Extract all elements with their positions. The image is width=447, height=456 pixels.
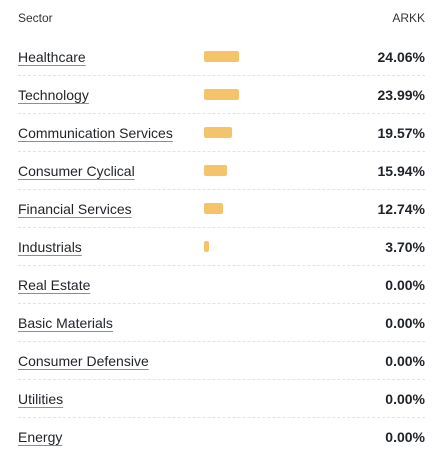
sector-weight-value: 24.06% — [377, 48, 425, 65]
sector-weight-value: 15.94% — [377, 162, 425, 179]
sector-weight-value: 0.00% — [385, 314, 425, 331]
sector-weight-value: 23.99% — [377, 86, 425, 103]
sector-rows: Healthcare 24.06% Technology 23.99% Communic… — [18, 38, 425, 456]
sector-row: Basic Materials 0.00% — [18, 304, 425, 342]
sector-link[interactable]: Basic Materials — [18, 314, 113, 331]
sector-row: Industrials 3.70% — [18, 228, 425, 266]
sector-link[interactable]: Consumer Defensive — [18, 352, 149, 369]
weight-bar-track — [204, 202, 324, 216]
sector-weight-value: 12.74% — [377, 200, 425, 217]
sector-link[interactable]: Financial Services — [18, 200, 132, 217]
sector-row: Consumer Cyclical 15.94% — [18, 152, 425, 190]
weight-bar-track — [204, 126, 324, 140]
table-header: Sector ARKK — [18, 0, 425, 38]
weight-bar-track — [204, 240, 324, 254]
weight-bar — [204, 127, 232, 138]
sector-link[interactable]: Utilities — [18, 390, 64, 407]
sector-row: Real Estate 0.00% — [18, 266, 425, 304]
sector-row: Energy 0.00% — [18, 418, 425, 456]
weight-bar-track — [204, 354, 324, 368]
weight-bar-track — [204, 392, 324, 406]
sector-link[interactable]: Energy — [18, 429, 63, 445]
sector-link[interactable]: Communication Services — [18, 124, 173, 141]
weight-bar — [204, 89, 239, 100]
weight-bar-track — [204, 278, 324, 292]
sector-link[interactable]: Technology — [18, 86, 89, 103]
weight-bar — [204, 241, 209, 252]
sector-row: Communication Services 19.57% — [18, 114, 425, 152]
sector-weight-value: 0.00% — [385, 390, 425, 407]
sector-weight-value: 0.00% — [385, 429, 425, 445]
weight-bar-track — [204, 316, 324, 330]
weight-bar-track — [204, 430, 324, 444]
sector-row: Financial Services 12.74% — [18, 190, 425, 228]
sector-link[interactable]: Consumer Cyclical — [18, 162, 135, 179]
sector-weight-value: 0.00% — [385, 276, 425, 293]
weight-bar-track — [204, 88, 324, 102]
weight-bar — [204, 203, 223, 214]
weight-bar — [204, 165, 227, 176]
sector-link[interactable]: Healthcare — [18, 48, 86, 65]
sector-row: Utilities 0.00% — [18, 380, 425, 418]
sector-weight-value: 19.57% — [377, 124, 425, 141]
sector-link[interactable]: Industrials — [18, 238, 82, 255]
fund-column-header: ARKK — [392, 11, 425, 25]
weight-bar-track — [204, 50, 324, 64]
sector-row: Consumer Defensive 0.00% — [18, 342, 425, 380]
sector-column-header: Sector — [18, 11, 53, 25]
sector-row: Technology 23.99% — [18, 76, 425, 114]
weight-bar-track — [204, 164, 324, 178]
weight-bar — [204, 51, 239, 62]
sector-link[interactable]: Real Estate — [18, 276, 91, 293]
sector-row: Healthcare 24.06% — [18, 38, 425, 76]
sector-weight-value: 3.70% — [385, 238, 425, 255]
sector-weight-value: 0.00% — [385, 352, 425, 369]
